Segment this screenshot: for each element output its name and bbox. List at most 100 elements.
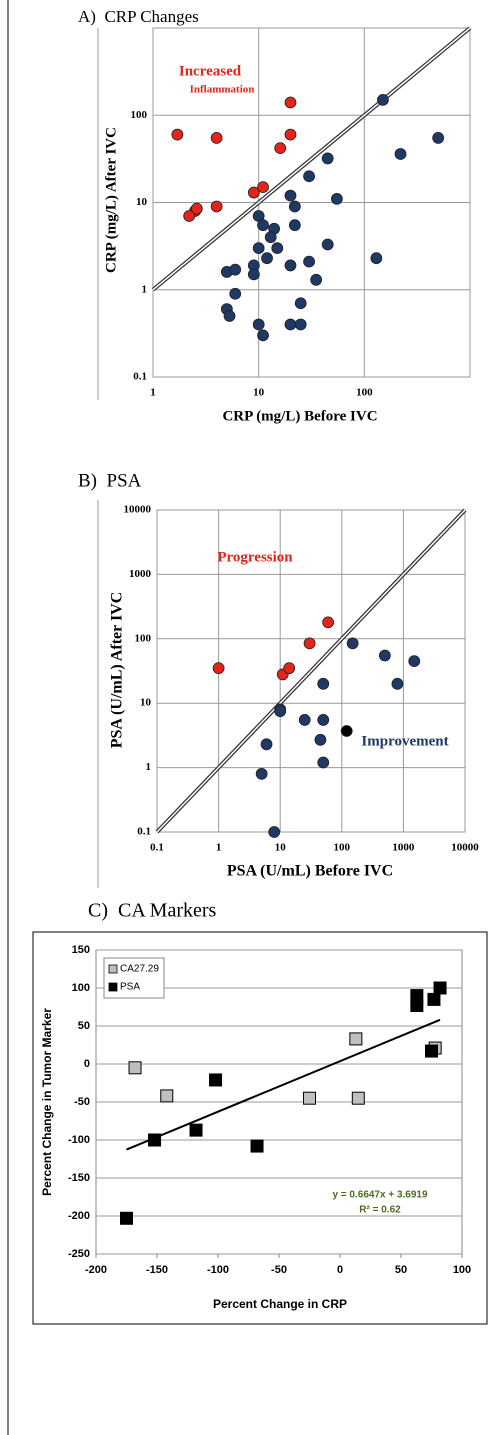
x-tick-label: 100: [334, 842, 351, 854]
point: [394, 148, 407, 160]
point: [427, 992, 441, 1006]
legend-label: CA27.29: [120, 964, 159, 975]
point: [209, 1073, 223, 1087]
point: [303, 170, 315, 183]
point: [298, 714, 311, 726]
y-tick-label: -150: [68, 1172, 90, 1184]
panel-frame: [32, 931, 488, 1325]
point: [160, 1089, 174, 1103]
point: [370, 252, 383, 265]
point: [257, 329, 269, 342]
chart-title: C) CA Markers: [88, 900, 217, 922]
point: [210, 132, 223, 144]
point: [317, 756, 330, 769]
y-axis-label: CRP (mg/L) After IVC: [103, 127, 119, 273]
point: [268, 826, 281, 838]
point: [425, 1044, 438, 1058]
point: [294, 318, 307, 331]
point: [283, 662, 296, 675]
point: [260, 738, 273, 751]
point: [317, 677, 330, 690]
y-tick-label: -200: [68, 1210, 90, 1222]
point: [229, 263, 242, 276]
point: [303, 1091, 316, 1105]
point: [303, 637, 316, 650]
identity-line-core: [152, 27, 471, 291]
identity-line-core: [156, 509, 466, 833]
point: [349, 1032, 363, 1046]
point: [330, 192, 343, 205]
chart-title: B) PSA: [78, 470, 142, 491]
chart-title: A) CRP Changes: [78, 7, 199, 26]
x-tick-label: 0.1: [150, 842, 164, 854]
y-tick-label: 10000: [124, 504, 152, 516]
point: [183, 210, 196, 222]
trendline-equation: y = 0.6647x + 3.6919: [332, 1190, 428, 1201]
point: [284, 318, 297, 331]
point: [317, 714, 330, 726]
point: [274, 705, 287, 718]
annotation: Progression: [217, 549, 293, 565]
point: [321, 152, 334, 165]
y-tick-label: -250: [68, 1248, 90, 1260]
point: [432, 132, 445, 144]
point: [378, 649, 391, 662]
y-tick-label: -100: [68, 1134, 90, 1146]
y-tick-label: 1000: [129, 568, 152, 580]
y-tick-label: 0.1: [137, 826, 151, 838]
y-tick-label: 50: [78, 1020, 90, 1032]
point: [257, 181, 269, 194]
x-tick-label: 100: [356, 387, 373, 399]
point: [303, 255, 315, 268]
point: [408, 655, 421, 668]
x-tick-label: 100: [453, 1264, 471, 1276]
point: [274, 142, 287, 155]
point: [264, 231, 277, 244]
x-axis-label: PSA (U/mL) Before IVC: [227, 863, 393, 880]
y-tick-label: 100: [72, 982, 90, 994]
point: [257, 219, 269, 232]
legend-label: PSA: [120, 982, 140, 993]
x-tick-label: 10000: [451, 842, 479, 854]
point: [284, 189, 297, 202]
point: [229, 287, 242, 300]
point: [340, 725, 353, 737]
point: [310, 273, 323, 286]
x-tick-label: -50: [271, 1264, 287, 1276]
point: [252, 318, 265, 331]
point: [346, 637, 359, 650]
x-tick-label: -200: [85, 1264, 107, 1276]
point: [288, 219, 301, 232]
point: [433, 981, 447, 995]
point: [284, 96, 297, 109]
x-tick-label: -150: [146, 1264, 168, 1276]
y-axis-label: PSA (U/mL) After IVC: [109, 592, 126, 749]
x-tick-label: 1: [216, 842, 222, 854]
point: [294, 297, 307, 310]
x-tick-label: -100: [207, 1264, 229, 1276]
point: [247, 268, 260, 281]
y-tick-label: 0.1: [133, 371, 147, 383]
trendline-r2: R² = 0.62: [359, 1205, 401, 1216]
y-tick-label: 100: [135, 632, 152, 644]
point: [288, 200, 301, 213]
point: [250, 1139, 264, 1153]
y-tick-label: 1: [142, 283, 148, 295]
point: [148, 1133, 162, 1147]
point: [171, 128, 184, 141]
y-axis-label: Percent Change in Tumor Marker: [40, 1008, 54, 1196]
point: [255, 767, 268, 780]
annotation: Increased: [179, 63, 242, 79]
point: [190, 202, 203, 215]
point: [284, 259, 297, 272]
point: [351, 1091, 365, 1105]
point: [271, 242, 284, 255]
x-tick-label: 10: [253, 387, 265, 399]
point: [247, 186, 260, 199]
point: [377, 93, 389, 106]
point: [223, 310, 236, 322]
x-axis-label: CRP (mg/L) Before IVC: [222, 408, 377, 424]
x-tick-label: 1: [150, 387, 156, 399]
y-tick-label: 150: [72, 944, 90, 956]
